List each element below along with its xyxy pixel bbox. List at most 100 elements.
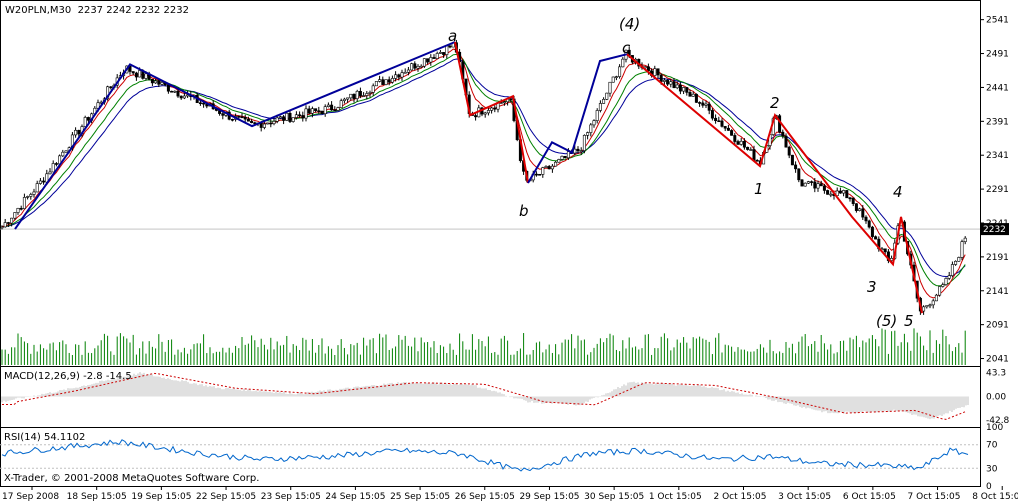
candle-body [266,122,270,125]
wave-label-1: 1 [754,180,764,198]
candle-body [720,120,724,127]
candle-body [365,93,369,96]
wave-label-2: 2 [770,94,780,112]
candle-body [835,190,839,196]
rsi-pane-frame [0,427,981,487]
candle-body [298,114,302,117]
time-tick-label: 3 Oct 15:05 [778,492,831,502]
wave-line-down-2 [626,53,923,314]
time-tick-label: 25 Sep 15:05 [390,492,450,502]
candle-body [659,74,663,82]
candle-body [176,90,180,97]
candle-body [333,109,337,112]
candle-body [106,86,110,100]
candle-body [666,79,670,85]
candle-body [794,164,798,170]
candle-body [688,92,692,97]
candle-body [419,65,423,68]
candle-body [691,93,695,97]
candle-body [813,181,817,189]
candle-body [371,85,375,93]
candle-body [131,71,135,74]
candle-body [26,196,30,198]
price-tick-label: 2541 [986,16,1009,26]
candle-body [96,102,100,109]
wave-line-up-1 [14,41,456,230]
candle-body [83,117,87,127]
candle-body [150,78,154,84]
candle-body [346,97,350,100]
candle-body [858,208,862,211]
time-tick-label: 29 Sep 15:05 [519,492,579,502]
candle-body [925,305,929,308]
candle-body [694,93,698,103]
candle-body [922,306,926,312]
candle-body [406,69,410,73]
ma-slow-line [1,58,966,278]
candle-body [739,140,743,145]
candle-body [237,115,241,118]
candle-body [138,70,142,78]
candle-body [755,160,759,162]
candle-body [928,304,932,307]
candle-body [262,123,266,128]
time-tick-label: 23 Sep 15:05 [261,492,321,502]
candle-body [173,90,177,93]
candle-body [109,86,113,89]
candle-body [32,191,36,195]
candle-body [285,112,289,121]
candle-body [790,154,794,166]
candle-body [854,203,858,211]
candle-body [800,179,804,187]
wave-label-3: 3 [867,278,877,296]
candle-body [502,101,506,104]
candle-body [358,90,362,97]
candle-body [592,120,596,126]
candle-body [806,181,810,184]
candle-body [838,190,842,194]
candle-body [554,161,558,167]
candle-body [416,65,420,69]
candle-body [432,57,436,59]
candle-body [931,300,935,306]
candle-body [243,116,247,120]
candle-body [797,168,801,181]
candle-body [422,58,426,67]
candle-body [307,108,311,114]
candle-body [435,53,439,59]
candle-body [595,110,599,121]
candle-body [483,112,487,115]
rsi-tick-label: 30 [986,464,998,474]
candle-body [550,165,554,170]
candle-body [736,141,740,145]
candle-body [294,114,298,118]
candle-body [819,183,823,187]
candle-body [493,107,497,110]
rsi-line [1,439,969,472]
candle-body [86,117,90,121]
candle-body [586,132,590,136]
candle-body [803,182,807,187]
candle-body [323,106,327,114]
candle-body [330,104,334,111]
candle-body [602,99,606,104]
candle-body [182,95,186,99]
candle-body [662,79,666,82]
candle-body [474,115,478,118]
candle-body [336,107,340,111]
wave-label-c: c [622,39,631,57]
candle-body [342,98,346,102]
candle-body [288,112,292,122]
candle-body [240,116,244,119]
candle-body [685,87,689,93]
candle-body [387,79,391,83]
candle-body [941,284,945,287]
wave-label-5: 5 [904,312,914,330]
candle-body [726,127,730,131]
candle-body [883,248,887,253]
rsi-tick-label: 100 [986,423,1003,433]
candle-body [701,102,705,106]
candle-body [144,73,148,79]
candle-body [704,103,708,106]
